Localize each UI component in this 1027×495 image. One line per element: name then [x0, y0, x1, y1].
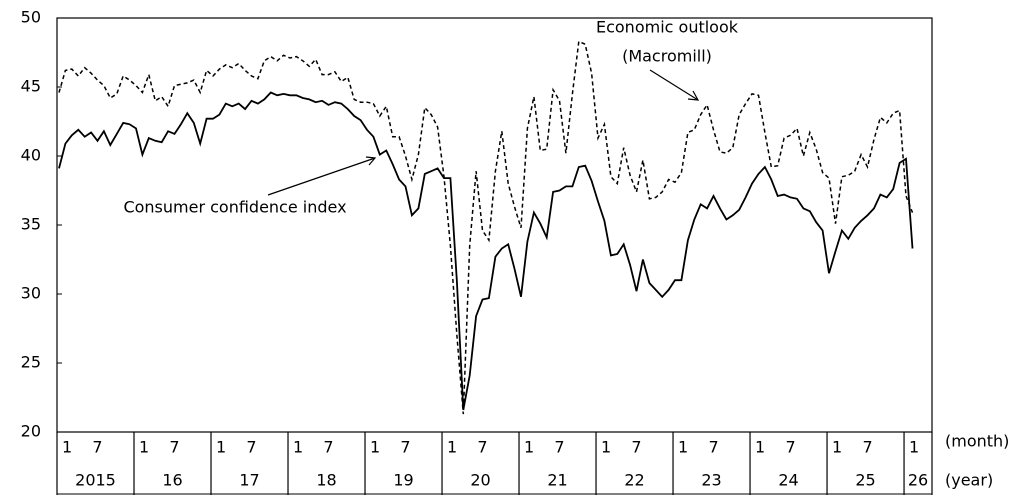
x-tick-label: 7	[708, 438, 718, 457]
x-tick-label: 7	[400, 438, 410, 457]
x-tick-label: 1	[678, 438, 688, 457]
annotation: (Macromill)	[622, 47, 712, 66]
y-tick-label: 40	[21, 146, 41, 165]
year-label: 17	[239, 471, 259, 490]
y-tick-label: 50	[21, 8, 41, 27]
arrow	[267, 157, 376, 196]
y-tick-label: 35	[21, 215, 41, 234]
annotation: Economic outlook	[596, 18, 739, 37]
x-tick-label: 1	[216, 438, 226, 457]
arrow-head	[687, 90, 700, 101]
series-line	[58, 91, 914, 411]
year-label: 23	[701, 471, 721, 490]
x-tick-label: 1	[293, 438, 303, 457]
x-tick-label: 7	[862, 438, 872, 457]
year-label: 18	[316, 471, 336, 490]
x-tick-label: 1	[62, 438, 72, 457]
y-tick-label: 45	[21, 77, 41, 96]
year-label: 21	[547, 471, 567, 490]
x-tick-label: 1	[909, 438, 919, 457]
year-label: 25	[855, 471, 875, 490]
x-axis-label: (year)	[945, 471, 993, 490]
year-label: 19	[393, 471, 413, 490]
year-label: 26	[908, 471, 928, 490]
y-tick-label: 20	[21, 422, 41, 441]
plot-frame	[56, 17, 933, 433]
y-tick-label: 30	[21, 284, 41, 303]
arrow	[649, 69, 699, 101]
x-axis-label: (month)	[945, 432, 1009, 451]
year-label: 16	[162, 471, 182, 490]
x-tick-label: 1	[601, 438, 611, 457]
arrows	[267, 69, 700, 196]
year-label: 24	[778, 471, 798, 490]
x-tick-label: 1	[447, 438, 457, 457]
y-tick-label: 25	[21, 353, 41, 372]
x-tick-label: 1	[755, 438, 765, 457]
x-tick-label: 7	[92, 438, 102, 457]
x-tick-label: 1	[370, 438, 380, 457]
arrow-head	[365, 156, 377, 166]
annotation: Consumer confidence index	[123, 198, 346, 217]
x-tick-label: 7	[323, 438, 333, 457]
x-tick-label: 7	[169, 438, 179, 457]
x-tick-label: 7	[785, 438, 795, 457]
year-label: 22	[624, 471, 644, 490]
x-tick-label: 1	[832, 438, 842, 457]
x-tick-label: 7	[246, 438, 256, 457]
year-label: 2015	[75, 471, 116, 490]
x-tick-label: 1	[524, 438, 534, 457]
x-tick-label: 7	[477, 438, 487, 457]
year-label: 20	[470, 471, 490, 490]
series-line	[58, 40, 914, 415]
x-tick-label: 7	[554, 438, 564, 457]
x-tick-label: 1	[139, 438, 149, 457]
x-tick-label: 7	[631, 438, 641, 457]
